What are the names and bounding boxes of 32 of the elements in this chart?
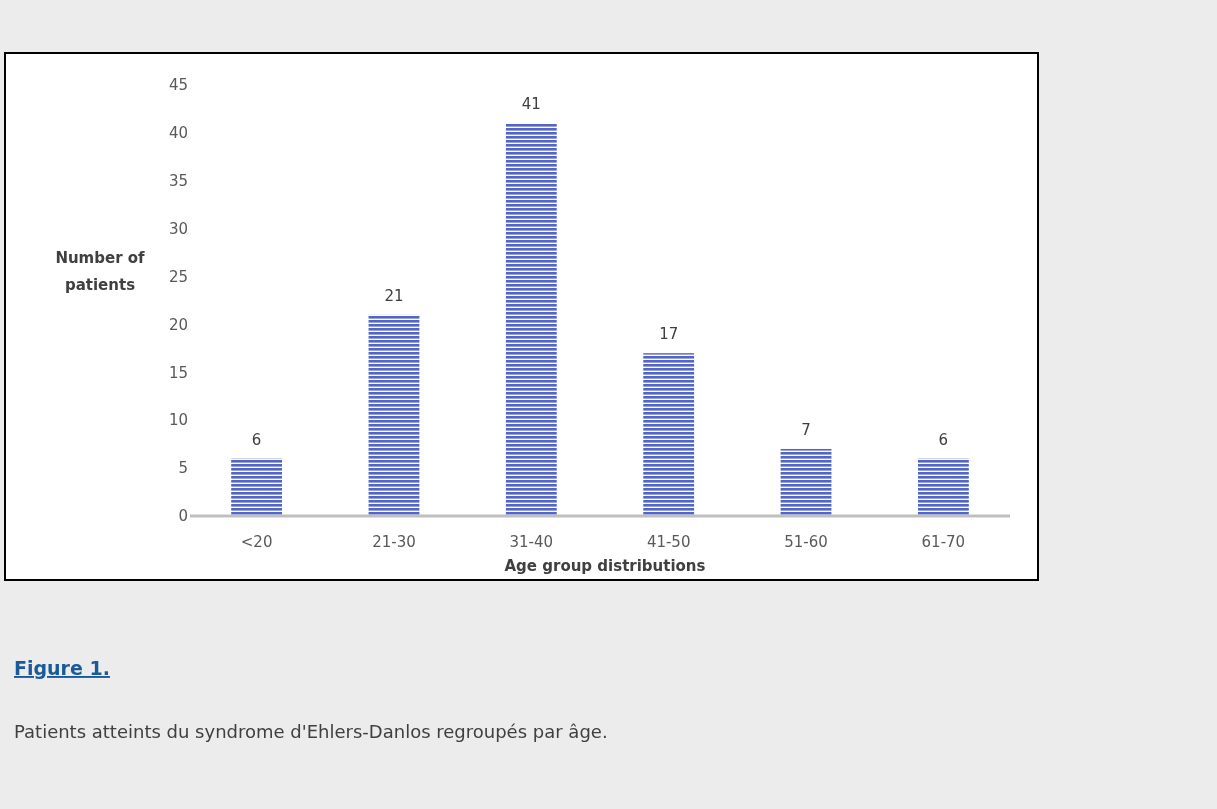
y-tick-label: 45 bbox=[168, 76, 188, 95]
x-tick-label: 51-60 bbox=[784, 533, 828, 551]
y-axis-title: Number of patients bbox=[55, 249, 146, 294]
data-label: 21 bbox=[384, 286, 404, 305]
bar bbox=[780, 448, 832, 516]
y-tick-label: 0 bbox=[178, 507, 188, 526]
text: Patients atteints du syndrome d'Ehlers-Danlos regroupés par âge. bbox=[14, 721, 608, 742]
y-tick-label: 10 bbox=[168, 411, 188, 430]
x-tick-label: <20 bbox=[240, 533, 273, 551]
x-tick-label: 21-30 bbox=[372, 533, 416, 551]
y-tick-label: 25 bbox=[168, 267, 188, 286]
caption: Figure 1. bbox=[14, 657, 110, 679]
data-label: 6 bbox=[251, 430, 262, 449]
bar bbox=[917, 458, 969, 516]
y-tick-label: 15 bbox=[168, 363, 188, 382]
x-tick-label: 31-40 bbox=[509, 533, 554, 551]
data-label: 17 bbox=[659, 325, 679, 344]
y-tick-label: 20 bbox=[168, 315, 188, 334]
y-tick-label: 30 bbox=[168, 219, 188, 238]
y-tick-label: 40 bbox=[168, 124, 188, 143]
bar bbox=[505, 123, 557, 516]
bar bbox=[643, 353, 695, 516]
bar bbox=[231, 458, 283, 516]
y-tick-label: 35 bbox=[168, 172, 188, 191]
x-tick-label: 41-50 bbox=[646, 533, 691, 551]
x-tick-label: 61-70 bbox=[921, 533, 966, 551]
data-label: 7 bbox=[801, 420, 811, 439]
bar bbox=[368, 314, 420, 516]
y-tick-label: 5 bbox=[178, 459, 188, 478]
data-label: 6 bbox=[938, 430, 949, 449]
data-label: 41 bbox=[521, 95, 541, 114]
x-axis-title: Age group distributions bbox=[504, 557, 706, 575]
